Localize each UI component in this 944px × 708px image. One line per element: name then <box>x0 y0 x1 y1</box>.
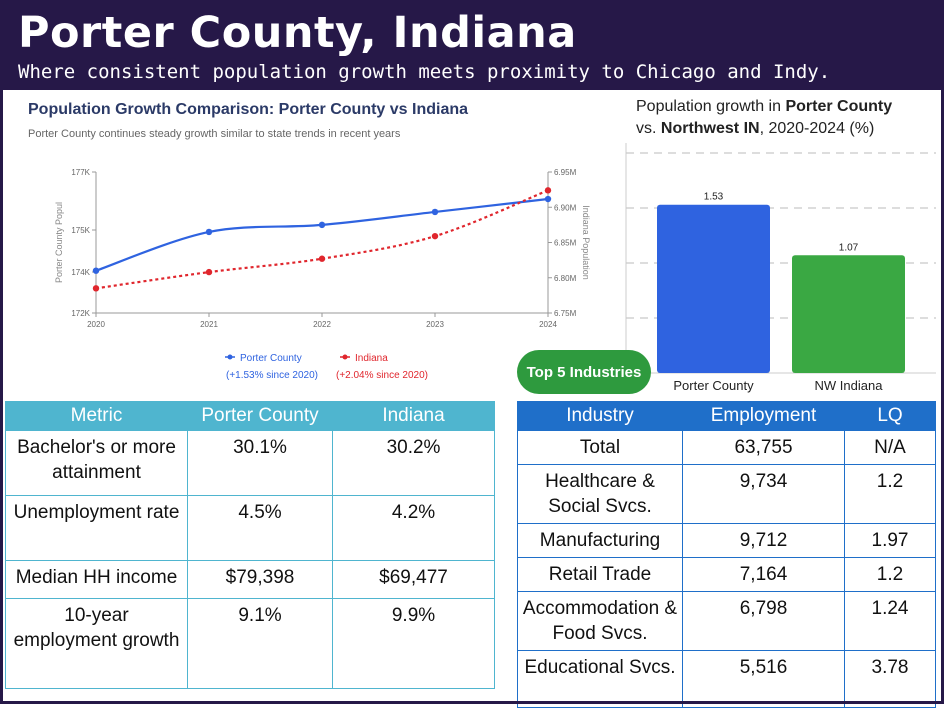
table-cell: 3.78 <box>844 650 936 708</box>
bar-chart-title: Population growth in Porter County vs. N… <box>636 96 892 140</box>
line-chart: 2020 2021 2022 2023 2024 177K 175K 174K 172K 6.95… <box>54 168 591 381</box>
page-subtitle: Where consistent population growth meets… <box>18 61 831 83</box>
bar-value-label: 1.07 <box>839 242 859 253</box>
column-header: Metric <box>5 401 188 431</box>
y-left-tick-label: 175K <box>71 226 90 235</box>
bar-title-post: , 2020-2024 (%) <box>759 120 875 137</box>
table-cell: Accommodation & Food Svcs. <box>517 591 683 651</box>
table-cell: Manufacturing <box>517 523 683 558</box>
industry-table-header: Industry Employment LQ <box>517 401 936 431</box>
line-chart-title: Population Growth Comparison: Porter Cou… <box>28 101 469 118</box>
legend-name: Porter County <box>240 353 302 364</box>
column-header: Indiana <box>332 401 495 431</box>
table-row: Manufacturing 9,712 1.97 <box>517 523 936 558</box>
bar-chart: 1.53 Porter County 1.07 NW Indiana <box>625 143 936 393</box>
table-row: Unemployment rate 4.5% 4.2% <box>5 495 495 561</box>
x-tick-label: 2023 <box>426 320 444 329</box>
legend-marker <box>227 354 233 360</box>
y-right-tick-label: 6.95M <box>554 168 577 177</box>
legend-note: (+2.04% since 2020) <box>336 370 428 381</box>
table-row: Educational Svcs. 5,516 3.78 <box>517 650 936 708</box>
page-title: Porter County, Indiana <box>18 8 577 58</box>
y-right-tick-label: 6.85M <box>554 239 577 248</box>
table-cell: 1.2 <box>844 464 936 524</box>
legend-marker <box>342 354 348 360</box>
y-left-tick-label: 172K <box>71 309 90 318</box>
x-tick-label: 2024 <box>539 320 557 329</box>
table-cell: 9,734 <box>682 464 845 524</box>
data-point <box>431 232 439 240</box>
y-right-axis-label: Indiana Population <box>581 205 591 280</box>
y-right-tick-label: 6.80M <box>554 274 577 283</box>
table-cell: 6,798 <box>682 591 845 651</box>
column-header: Employment <box>682 401 845 431</box>
table-cell: Unemployment rate <box>5 495 188 561</box>
table-cell: 7,164 <box>682 557 845 592</box>
metrics-table: Metric Porter County Indiana Bachelor's or… <box>5 401 495 689</box>
bar-title-pre: Population growth in <box>636 98 786 115</box>
bar-title-bold1: Porter County <box>785 98 893 115</box>
table-cell: 9,712 <box>682 523 845 558</box>
table-row: Bachelor's or more attainment 30.1% 30.2% <box>5 430 495 496</box>
bar-title-bold2: Northwest IN <box>660 120 760 137</box>
table-cell: N/A <box>844 430 936 465</box>
bar-title-mid: vs. <box>636 120 661 137</box>
y-left-tick-label: 177K <box>71 168 90 177</box>
data-point <box>544 195 552 203</box>
bar-porter-county <box>657 204 770 373</box>
y-left-tick-label: 174K <box>71 268 90 277</box>
x-tick-label: 2021 <box>200 320 218 329</box>
table-cell: 9.9% <box>332 598 495 689</box>
table-cell: 30.1% <box>187 430 333 496</box>
table-cell: 1.97 <box>844 523 936 558</box>
table-cell: 4.5% <box>187 495 333 561</box>
column-header: Industry <box>517 401 683 431</box>
table-cell: Healthcare & Social Svcs. <box>517 464 683 524</box>
legend-name: Indiana <box>355 353 388 364</box>
data-point <box>544 187 552 194</box>
table-cell: 10-year employment growth <box>5 598 188 689</box>
column-header: Porter County <box>187 401 333 431</box>
table-cell: $69,477 <box>332 560 495 599</box>
line-chart-subtitle: Porter County continues steady growth si… <box>28 128 401 140</box>
table-row: 10-year employment growth 9.1% 9.9% <box>5 598 495 689</box>
table-cell: 30.2% <box>332 430 495 496</box>
legend-note: (+1.53% since 2020) <box>226 370 318 381</box>
column-header: LQ <box>844 401 936 431</box>
legend-item: Indiana (+2.04% since 2020) <box>336 353 428 381</box>
bar-category-label: Porter County <box>673 378 754 393</box>
y-right-tick-label: 6.75M <box>554 309 577 318</box>
y-left-axis-label: Porter County Popul <box>54 202 64 283</box>
table-cell: 1.24 <box>844 591 936 651</box>
y-right-tick-label: 6.90M <box>554 203 577 212</box>
table-cell: 9.1% <box>187 598 333 689</box>
industry-table: Industry Employment LQ Total 63,755 N/A Healt… <box>517 401 936 708</box>
table-row: Accommodation & Food Svcs. 6,798 1.24 <box>517 591 936 651</box>
data-point <box>205 268 213 276</box>
header-banner: Porter County, Indiana Where consistent … <box>0 0 944 90</box>
top-industries-label: Top 5 Industries <box>517 350 651 394</box>
data-point <box>431 208 439 216</box>
bar-nw-indiana <box>792 255 905 373</box>
data-point <box>205 228 213 236</box>
data-point <box>318 221 326 229</box>
metrics-table-header: Metric Porter County Indiana <box>5 401 495 431</box>
bar-value-label: 1.53 <box>704 192 724 203</box>
legend-item: Porter County (+1.53% since 2020) <box>225 353 318 381</box>
x-tick-label: 2022 <box>313 320 331 329</box>
table-cell: Retail Trade <box>517 557 683 592</box>
x-tick-label: 2020 <box>87 320 105 329</box>
bar-category-label: NW Indiana <box>815 378 884 393</box>
data-point <box>92 285 100 292</box>
table-cell: Bachelor's or more attainment <box>5 430 188 496</box>
data-point <box>92 267 100 274</box>
table-cell: Educational Svcs. <box>517 650 683 708</box>
table-cell: 63,755 <box>682 430 845 465</box>
table-row: Healthcare & Social Svcs. 9,734 1.2 <box>517 464 936 524</box>
data-point <box>318 255 326 262</box>
